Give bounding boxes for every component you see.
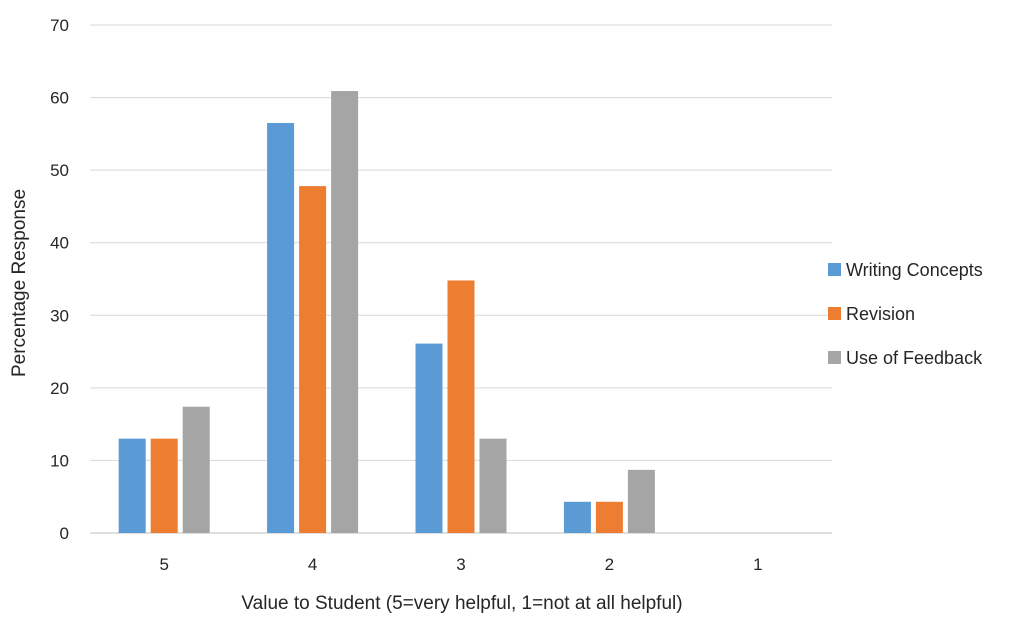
bar-revision — [299, 186, 327, 533]
y-tick-label: 30 — [50, 306, 69, 325]
y-tick-label: 70 — [50, 16, 69, 35]
bar-use-of-feedback — [331, 91, 359, 533]
x-axis-ticks: 5 4 3 2 1 — [159, 555, 762, 574]
y-tick-label: 10 — [50, 451, 69, 470]
legend-label: Writing Concepts — [846, 260, 983, 280]
y-tick-label: 40 — [50, 234, 69, 253]
bar-use-of-feedback — [182, 406, 210, 533]
x-tick-label: 5 — [159, 555, 168, 574]
y-tick-label: 50 — [50, 161, 69, 180]
x-tick-label: 3 — [456, 555, 465, 574]
bar-revision — [447, 280, 475, 533]
bar-writing-concepts — [563, 501, 591, 533]
x-tick-label: 4 — [308, 555, 317, 574]
bar-writing-concepts — [267, 122, 295, 533]
x-tick-label: 1 — [753, 555, 762, 574]
legend-swatch — [828, 307, 841, 320]
x-axis-title: Value to Student (5=very helpful, 1=not … — [241, 593, 682, 614]
bar-writing-concepts — [415, 343, 443, 533]
bar-use-of-feedback — [479, 438, 507, 533]
legend-label: Revision — [846, 304, 915, 324]
bars — [118, 91, 655, 533]
y-tick-label: 60 — [50, 89, 69, 108]
legend-swatch — [828, 351, 841, 364]
y-axis-ticks: 0 10 20 30 40 50 60 70 — [50, 16, 69, 543]
y-axis-title: Percentage Response — [9, 189, 30, 377]
x-tick-label: 2 — [605, 555, 614, 574]
y-tick-label: 20 — [50, 379, 69, 398]
legend-swatch — [828, 263, 841, 276]
bar-writing-concepts — [118, 438, 146, 533]
legend-label: Use of Feedback — [846, 348, 983, 368]
bar-use-of-feedback — [627, 469, 655, 533]
bar-revision — [595, 501, 623, 533]
bar-revision — [150, 438, 178, 533]
legend: Writing Concepts Revision Use of Feedback — [828, 260, 983, 368]
y-tick-label: 0 — [60, 524, 69, 543]
